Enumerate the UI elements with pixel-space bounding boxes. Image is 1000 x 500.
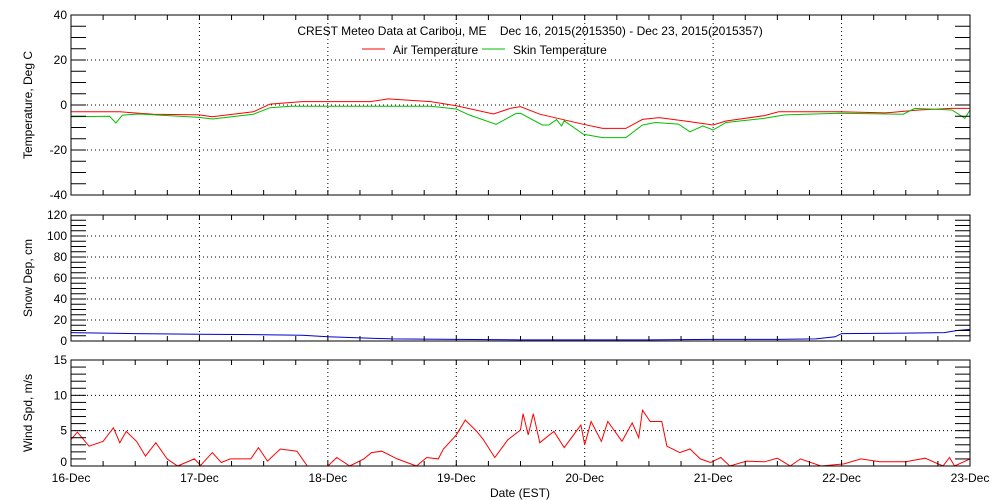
y-tick-label: -20 xyxy=(50,143,68,157)
y-tick-label: 0 xyxy=(60,98,67,112)
skin-temperature-line xyxy=(70,105,971,139)
wind-speed-line xyxy=(70,408,971,467)
y-tick-label: 20 xyxy=(54,313,68,327)
x-tick-label: 17-Dec xyxy=(180,471,219,485)
legend-skin-label: Skin Temperature xyxy=(513,43,607,57)
y-tick-label: 0 xyxy=(60,334,67,348)
y-tick-label: 100 xyxy=(47,229,67,243)
y-tick-label: 10 xyxy=(54,388,68,402)
y-tick-label: 15 xyxy=(54,353,68,367)
x-tick-label: 23-Dec xyxy=(951,471,990,485)
plot-frame xyxy=(70,14,971,196)
x-tick-label: 19-Dec xyxy=(437,471,476,485)
y-tick-label: 5 xyxy=(60,424,67,438)
plot-frame xyxy=(70,214,971,342)
wind-ylabel: Wind Spd, m/s xyxy=(21,374,35,452)
axes xyxy=(70,14,971,467)
gridlines xyxy=(71,15,970,466)
y-tick-label: 80 xyxy=(54,250,68,264)
y-tick-label: 0 xyxy=(60,455,67,469)
air-temperature-line xyxy=(71,98,970,129)
y-tick-label: 40 xyxy=(54,8,68,22)
y-tick-label: -40 xyxy=(50,188,68,202)
legend: Air Temperature Skin Temperature xyxy=(362,43,607,57)
x-tick-label: 18-Dec xyxy=(309,471,348,485)
x-tick-label: 21-Dec xyxy=(694,471,733,485)
snow-ylabel: Snow Dep, cm xyxy=(21,239,35,317)
y-tick-label: 120 xyxy=(47,208,67,222)
temp-ylabel: Temperature, Deg C xyxy=(21,51,35,159)
x-tick-label: 16-Dec xyxy=(52,471,91,485)
x-tick-label: 20-Dec xyxy=(565,471,604,485)
legend-air-label: Air Temperature xyxy=(393,43,478,57)
y-tick-labels: 40 20 0 -20 -40 120 100 80 60 40 20 0 15 10 5 0 xyxy=(47,8,67,469)
y-tick-label: 20 xyxy=(54,53,68,67)
y-tick-label: 60 xyxy=(54,271,68,285)
x-tick-label: 22-Dec xyxy=(822,471,861,485)
x-axis-label: Date (EST) xyxy=(490,486,550,500)
y-tick-label: 40 xyxy=(54,292,68,306)
plot-frame xyxy=(70,359,971,467)
x-tick-labels: 16-Dec 17-Dec 18-Dec 19-Dec 20-Dec 21-Dec 22-D… xyxy=(52,471,990,485)
chart-title: CREST Meteo Data at Caribou, ME Dec 16, … xyxy=(297,24,762,38)
series-layer xyxy=(70,98,971,467)
